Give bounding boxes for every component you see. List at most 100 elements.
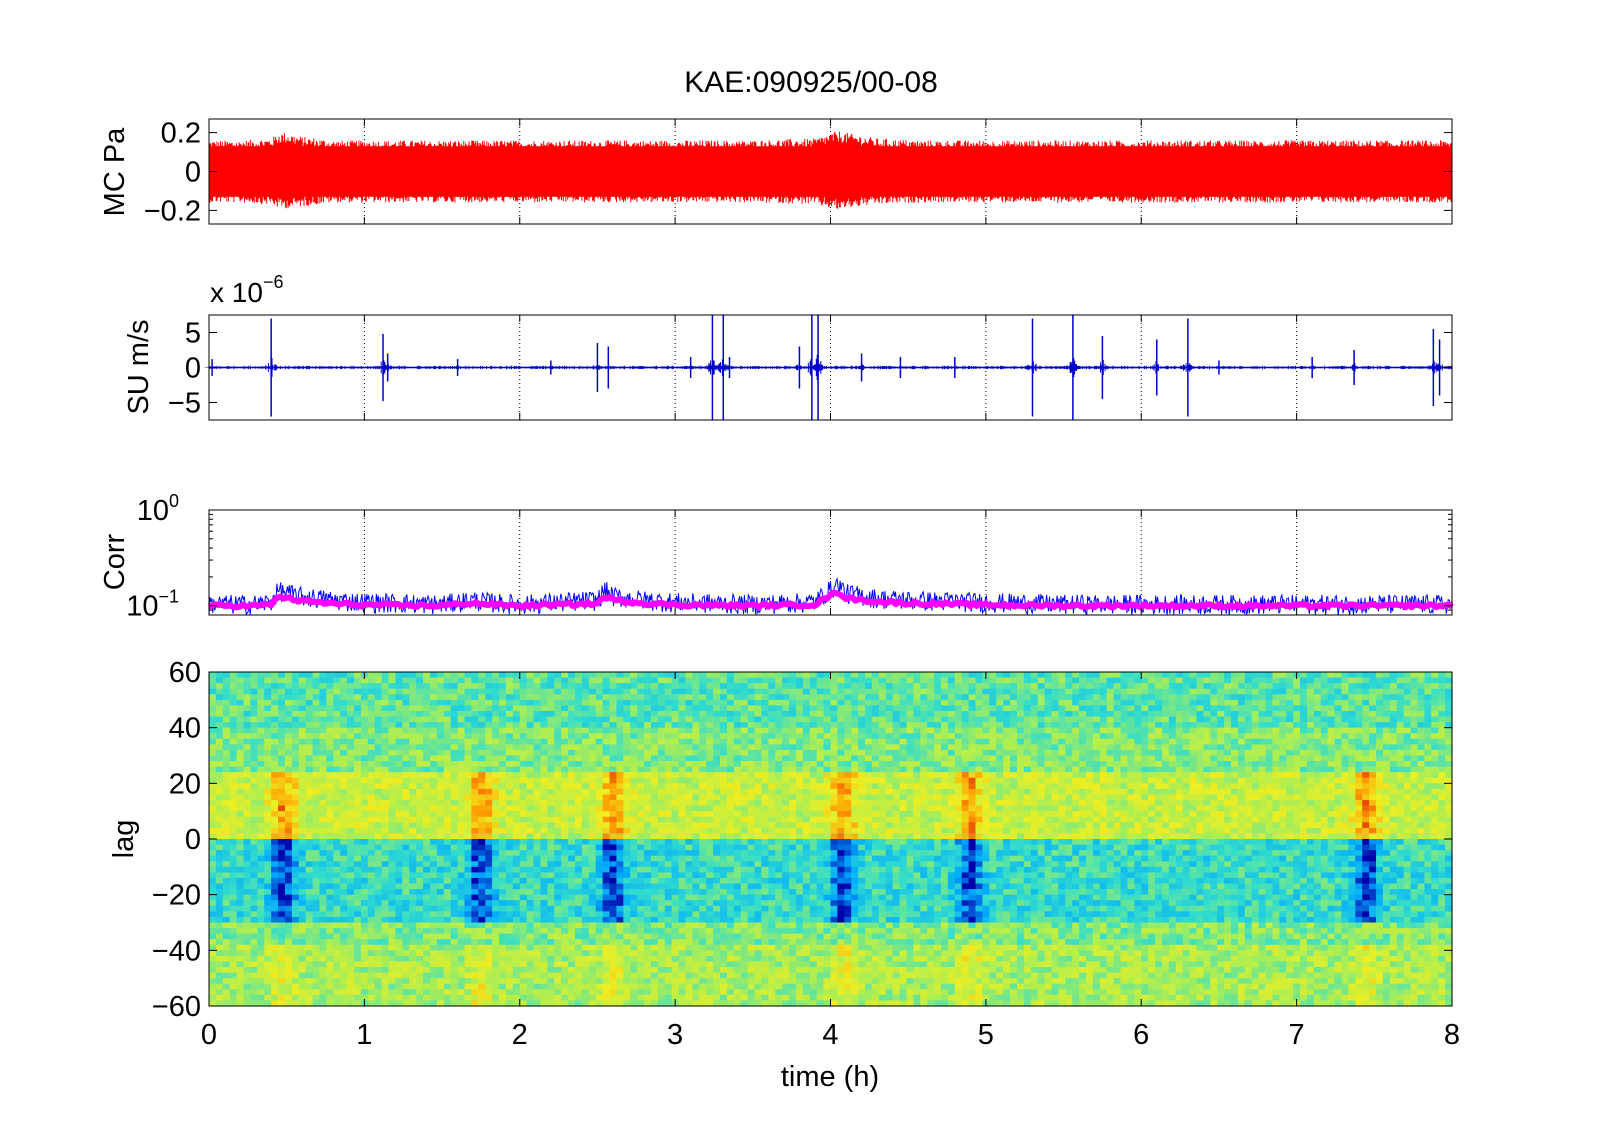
heatmap-cell <box>243 894 252 901</box>
heatmap-cell <box>250 889 258 896</box>
heatmap-cell <box>740 816 749 823</box>
heatmap-cell <box>581 972 590 979</box>
heatmap-cell <box>499 727 507 734</box>
heatmap-cell <box>367 933 376 940</box>
heatmap-cell <box>229 866 238 873</box>
heatmap-cell <box>374 922 383 929</box>
heatmap-cell <box>685 800 693 807</box>
heatmap-cell <box>464 911 473 918</box>
heatmap-cell <box>726 816 735 823</box>
heatmap-cell <box>664 861 673 868</box>
heatmap-cell <box>250 911 258 918</box>
heatmap-cell <box>457 922 466 929</box>
heatmap-cell <box>305 694 314 701</box>
heatmap-cell <box>568 683 576 690</box>
heatmap-cell <box>692 944 700 951</box>
heatmap-cell <box>271 861 279 868</box>
heatmap-cell <box>706 967 714 974</box>
heatmap-cell <box>478 872 486 879</box>
heatmap-cell <box>450 722 459 729</box>
heatmap-cell <box>402 744 410 751</box>
heatmap-cell <box>229 755 238 762</box>
heatmap-cell <box>333 850 341 857</box>
heatmap-cell <box>381 961 390 968</box>
heatmap-cell <box>347 699 355 706</box>
heatmap-cell <box>222 978 231 985</box>
heatmap-cell <box>664 916 673 924</box>
heatmap-cell <box>692 872 700 879</box>
heatmap-cell <box>588 672 597 679</box>
heatmap-cell <box>257 710 265 718</box>
heatmap-cell <box>229 950 238 957</box>
heatmap-cell <box>409 950 417 957</box>
heatmap-cell <box>471 928 479 935</box>
heatmap-cell <box>650 972 659 979</box>
heatmap-cell <box>360 699 369 706</box>
heatmap-cell <box>209 705 217 712</box>
heatmap-cell <box>333 928 341 935</box>
heatmap-cell <box>505 900 514 907</box>
heatmap-cell <box>381 772 390 779</box>
heatmap-cell <box>726 794 735 801</box>
heatmap-cell <box>733 755 742 762</box>
heatmap-cell <box>257 705 265 712</box>
heatmap-cell <box>754 727 763 734</box>
heatmap-cell <box>278 733 286 740</box>
heatmap-cell <box>671 811 680 818</box>
heatmap-cell <box>485 688 493 695</box>
heatmap-cell <box>540 989 548 996</box>
heatmap-cell <box>388 955 397 963</box>
heatmap-cell <box>540 916 548 924</box>
heatmap-cell <box>706 972 714 979</box>
heatmap-cell <box>499 989 507 996</box>
heatmap-cell <box>657 894 666 901</box>
heatmap-cell <box>367 877 376 885</box>
heatmap-cell <box>478 861 486 868</box>
heatmap-cell <box>637 955 645 963</box>
heatmap-cell <box>699 967 707 974</box>
heatmap-cell <box>257 755 265 762</box>
heatmap-cell <box>305 950 314 957</box>
heatmap-cell <box>726 850 735 857</box>
heatmap-cell <box>574 961 583 968</box>
heatmap-cell <box>222 783 231 790</box>
heatmap-cell <box>284 850 293 857</box>
heatmap-cell <box>671 933 680 940</box>
heatmap-cell <box>471 983 479 990</box>
heatmap-cell <box>395 705 403 712</box>
heatmap-cell <box>429 916 438 924</box>
heatmap-cell <box>215 883 224 890</box>
heatmap-cell <box>243 933 252 940</box>
heatmap-cell <box>340 877 348 885</box>
heatmap-cell <box>754 788 763 796</box>
heatmap-cell <box>367 772 376 779</box>
heatmap-cell <box>347 777 355 784</box>
su-trace <box>204 315 1453 420</box>
heatmap-cell <box>533 710 542 718</box>
heatmap-cell <box>347 883 355 890</box>
heatmap-cell <box>519 989 528 996</box>
heatmap-cell <box>229 905 238 912</box>
heatmap-cell <box>574 950 583 957</box>
heatmap-cell <box>720 967 728 974</box>
heatmap-cell <box>588 967 597 974</box>
heatmap-cell <box>754 800 763 807</box>
heatmap-cell <box>519 928 528 935</box>
heatmap-cell <box>505 827 514 835</box>
heatmap-cell <box>250 872 258 879</box>
heatmap-cell <box>692 827 700 835</box>
heatmap-cell <box>685 749 693 757</box>
heatmap-cell <box>478 844 486 851</box>
heatmap-cell <box>284 905 293 912</box>
heatmap-cell <box>291 744 300 751</box>
heatmap-cell <box>602 855 611 862</box>
heatmap-cell <box>678 705 687 712</box>
heatmap-cell <box>416 777 424 784</box>
heatmap-cell <box>685 905 693 912</box>
heatmap-cell <box>305 961 314 968</box>
heatmap-cell <box>588 866 597 873</box>
heatmap-cell <box>485 850 493 857</box>
heatmap-cell <box>291 755 300 762</box>
heatmap-cell <box>340 967 348 974</box>
heatmap-cell <box>347 872 355 879</box>
